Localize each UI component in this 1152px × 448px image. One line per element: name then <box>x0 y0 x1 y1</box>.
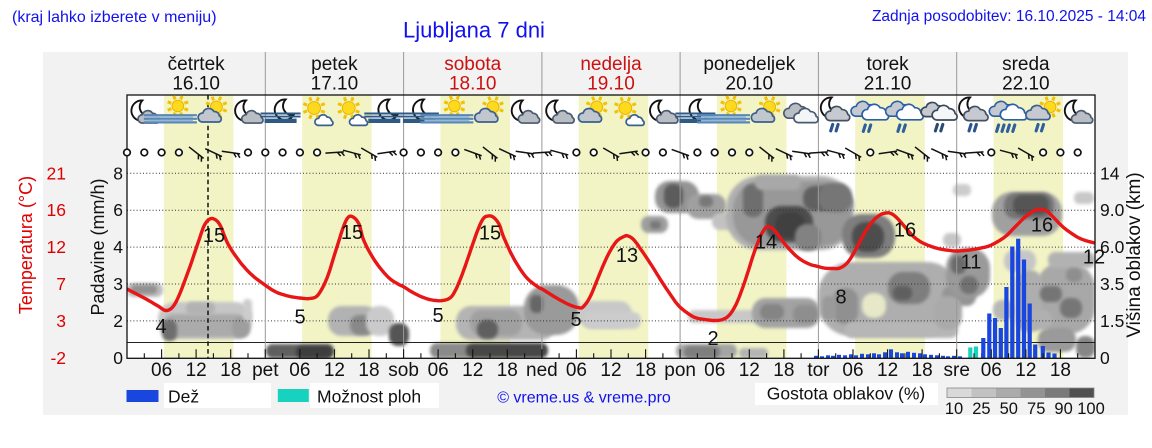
svg-text:17.10: 17.10 <box>311 74 359 95</box>
svg-text:12: 12 <box>324 360 345 381</box>
svg-text:5: 5 <box>294 307 305 329</box>
svg-text:Gostota oblakov (%): Gostota oblakov (%) <box>767 384 926 404</box>
svg-text:8: 8 <box>835 287 846 309</box>
svg-text:14: 14 <box>1100 163 1120 183</box>
svg-text:12: 12 <box>462 360 483 381</box>
svg-text:06: 06 <box>151 360 172 381</box>
svg-text:Dež: Dež <box>168 387 199 407</box>
svg-text:sre: sre <box>944 360 970 381</box>
svg-text:06: 06 <box>981 360 1002 381</box>
svg-text:12: 12 <box>600 360 621 381</box>
svg-text:četrtek: četrtek <box>168 54 226 75</box>
svg-text:18: 18 <box>912 360 933 381</box>
svg-text:2: 2 <box>113 311 123 331</box>
svg-text:4: 4 <box>113 237 123 257</box>
svg-text:sobota: sobota <box>444 54 501 75</box>
svg-text:12: 12 <box>1083 247 1105 269</box>
svg-text:25: 25 <box>972 400 990 418</box>
svg-text:Višina oblakov (km): Višina oblakov (km) <box>1124 172 1145 337</box>
svg-text:06: 06 <box>566 360 587 381</box>
svg-text:5: 5 <box>432 305 443 327</box>
svg-text:6.0: 6.0 <box>1100 237 1125 257</box>
svg-text:14: 14 <box>755 232 777 254</box>
svg-text:18: 18 <box>1050 360 1071 381</box>
svg-text:sreda: sreda <box>1002 54 1050 75</box>
svg-text:75: 75 <box>1027 400 1045 418</box>
svg-text:13: 13 <box>616 245 638 267</box>
svg-text:15: 15 <box>479 223 501 245</box>
svg-text:18.10: 18.10 <box>449 74 497 95</box>
svg-text:16: 16 <box>47 200 66 220</box>
svg-text:12: 12 <box>1015 360 1036 381</box>
svg-text:11: 11 <box>961 252 982 274</box>
svg-text:nedelja: nedelja <box>580 54 642 75</box>
svg-text:pet: pet <box>252 360 279 381</box>
svg-text:torek: torek <box>866 54 909 75</box>
svg-text:12: 12 <box>739 360 760 381</box>
svg-text:15: 15 <box>341 222 363 244</box>
svg-text:2: 2 <box>707 328 718 350</box>
svg-text:15: 15 <box>203 225 225 247</box>
svg-text:0: 0 <box>1100 348 1110 368</box>
svg-text:19.10: 19.10 <box>587 74 635 95</box>
svg-text:Ljubljana 7 dni: Ljubljana 7 dni <box>403 18 545 43</box>
svg-text:-2: -2 <box>50 348 66 368</box>
svg-text:16: 16 <box>894 220 916 242</box>
svg-text:50: 50 <box>1000 400 1018 418</box>
svg-text:petek: petek <box>311 54 358 75</box>
svg-text:7: 7 <box>56 274 66 294</box>
svg-text:1.5: 1.5 <box>1100 311 1124 331</box>
svg-text:16.10: 16.10 <box>172 74 220 95</box>
svg-text:Možnost ploh: Možnost ploh <box>317 387 421 407</box>
svg-text:06: 06 <box>842 360 863 381</box>
svg-text:Zadnja posodobitev: 16.10.2025: Zadnja posodobitev: 16.10.2025 - 14:04 <box>872 8 1146 25</box>
svg-text:3: 3 <box>56 311 66 331</box>
svg-text:16: 16 <box>1031 215 1053 237</box>
svg-text:3.5: 3.5 <box>1100 274 1124 294</box>
svg-text:18: 18 <box>635 360 656 381</box>
svg-text:100: 100 <box>1077 400 1105 418</box>
svg-text:(kraj lahko izberete v meniju): (kraj lahko izberete v meniju) <box>12 9 217 26</box>
svg-text:18: 18 <box>497 360 518 381</box>
svg-text:18: 18 <box>358 360 379 381</box>
svg-text:06: 06 <box>428 360 449 381</box>
svg-text:9.0: 9.0 <box>1100 200 1125 220</box>
svg-text:10: 10 <box>945 400 963 418</box>
svg-text:sob: sob <box>388 360 419 381</box>
svg-text:Padavine (mm/h): Padavine (mm/h) <box>88 178 108 315</box>
svg-text:90: 90 <box>1054 400 1072 418</box>
svg-text:ponedeljek: ponedeljek <box>703 54 795 75</box>
svg-text:20.10: 20.10 <box>726 74 774 95</box>
svg-text:12: 12 <box>47 237 66 257</box>
svg-text:0: 0 <box>113 348 123 368</box>
svg-text:5: 5 <box>570 309 581 331</box>
svg-text:18: 18 <box>220 360 241 381</box>
svg-text:18: 18 <box>773 360 794 381</box>
svg-text:12: 12 <box>877 360 898 381</box>
svg-text:06: 06 <box>704 360 725 381</box>
svg-text:pon: pon <box>664 360 696 381</box>
svg-text:22.10: 22.10 <box>1002 74 1050 95</box>
svg-text:4: 4 <box>155 316 166 338</box>
svg-text:Temperatura (°C): Temperatura (°C) <box>16 176 36 314</box>
svg-text:tor: tor <box>807 360 830 381</box>
svg-text:© vreme.us & vreme.pro: © vreme.us & vreme.pro <box>497 390 671 407</box>
svg-text:ned: ned <box>526 360 558 381</box>
svg-text:6: 6 <box>113 200 123 220</box>
svg-text:21: 21 <box>47 163 66 183</box>
svg-text:06: 06 <box>289 360 310 381</box>
svg-text:3: 3 <box>113 274 123 294</box>
svg-text:12: 12 <box>186 360 207 381</box>
svg-text:8: 8 <box>113 163 123 183</box>
svg-text:21.10: 21.10 <box>864 74 912 95</box>
